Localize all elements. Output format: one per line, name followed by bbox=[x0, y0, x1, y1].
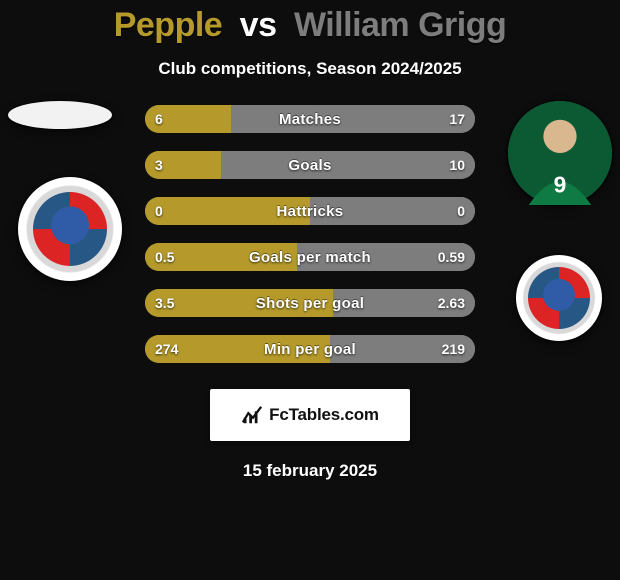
stat-label: Goals bbox=[145, 151, 475, 179]
stat-bar: 3.52.63Shots per goal bbox=[145, 289, 475, 317]
chart-icon bbox=[241, 404, 263, 426]
stat-label: Min per goal bbox=[145, 335, 475, 363]
stat-label: Goals per match bbox=[145, 243, 475, 271]
date: 15 february 2025 bbox=[0, 461, 620, 481]
player2-club-crest bbox=[516, 255, 602, 341]
player1-club-crest bbox=[18, 177, 122, 281]
stat-bar: 617Matches bbox=[145, 105, 475, 133]
player-silhouette-icon: 9 bbox=[508, 101, 612, 205]
stat-bar: 310Goals bbox=[145, 151, 475, 179]
stat-bar: 00Hattricks bbox=[145, 197, 475, 225]
site-badge: FcTables.com bbox=[210, 389, 410, 441]
vs-text: vs bbox=[240, 6, 277, 44]
stat-bars: 617Matches 310Goals 00Hattricks 0.50.59Goal… bbox=[145, 105, 475, 363]
comparison-arena: 9 617Matches 310Goals 00Hattricks 0.50.59Go… bbox=[0, 105, 620, 363]
player1-photo bbox=[8, 101, 112, 129]
site-name: FcTables.com bbox=[269, 405, 379, 425]
stat-label: Hattricks bbox=[145, 197, 475, 225]
player2-name: William Grigg bbox=[294, 6, 506, 44]
player2-photo: 9 bbox=[508, 101, 612, 205]
stat-bar: 274219Min per goal bbox=[145, 335, 475, 363]
stat-bar: 0.50.59Goals per match bbox=[145, 243, 475, 271]
svg-text:9: 9 bbox=[554, 172, 567, 198]
stat-label: Shots per goal bbox=[145, 289, 475, 317]
player1-name: Pepple bbox=[114, 6, 222, 44]
stat-label: Matches bbox=[145, 105, 475, 133]
subtitle: Club competitions, Season 2024/2025 bbox=[0, 59, 620, 79]
comparison-title: Pepple vs William Grigg bbox=[0, 0, 620, 45]
